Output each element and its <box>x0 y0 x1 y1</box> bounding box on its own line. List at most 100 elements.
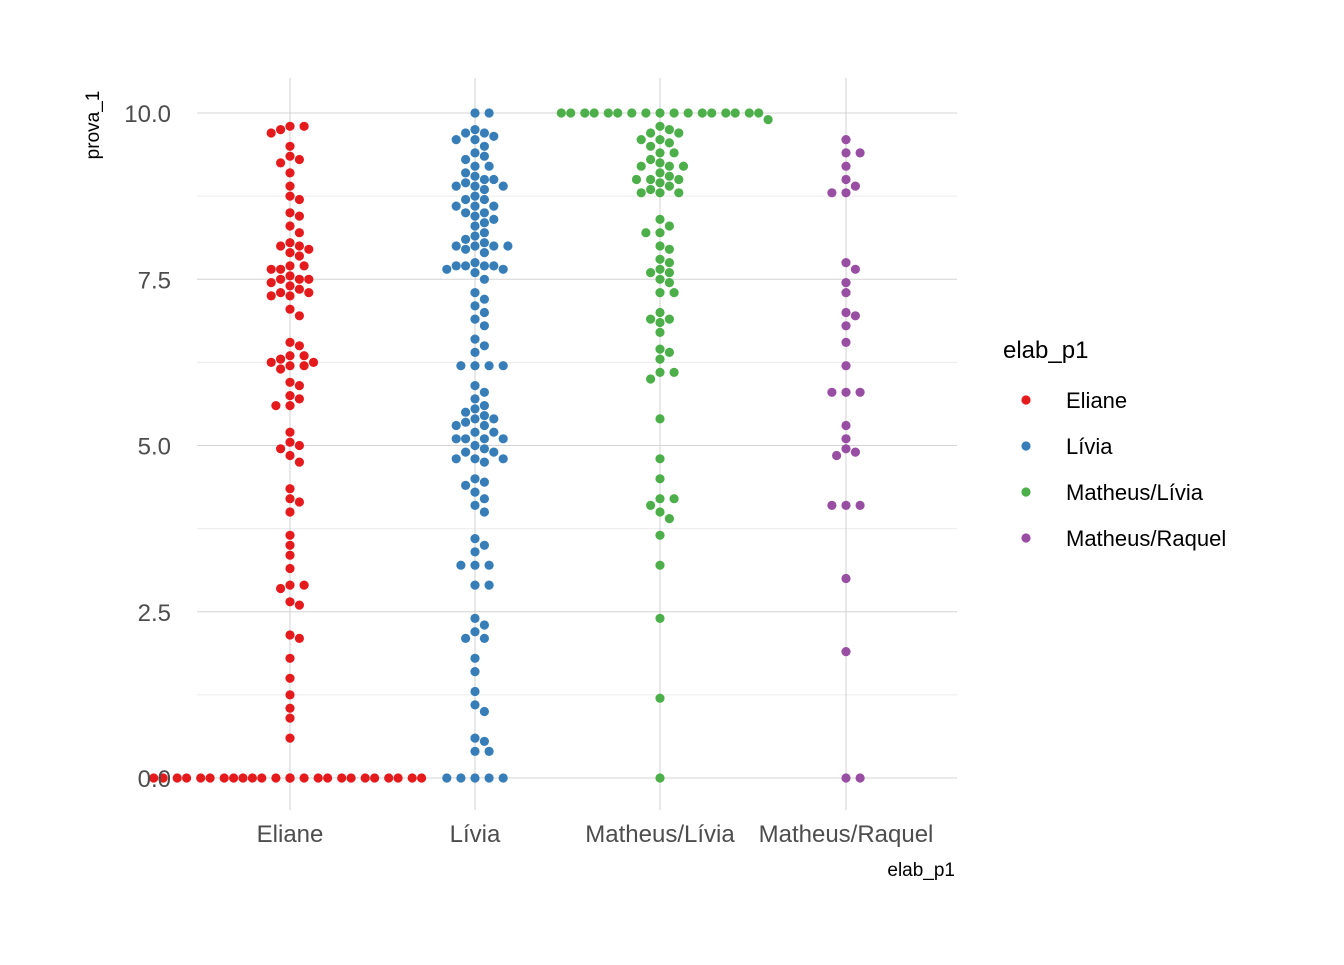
data-point <box>479 620 489 630</box>
data-point <box>407 773 417 783</box>
data-point <box>313 773 323 783</box>
x-tick-label: Matheus/Raquel <box>759 821 934 848</box>
data-point <box>841 188 851 198</box>
data-point <box>393 773 403 783</box>
y-tick-label: 0.0 <box>138 766 171 793</box>
data-point <box>285 563 295 574</box>
legend-label: Matheus/Lívia <box>1066 480 1204 505</box>
y-axis-title: prova_1 <box>83 91 104 160</box>
data-point <box>294 311 304 321</box>
data-point <box>841 288 851 298</box>
data-point <box>229 773 239 783</box>
data-point <box>442 773 452 783</box>
data-point <box>646 314 656 324</box>
data-point <box>285 248 295 258</box>
data-point <box>669 494 679 504</box>
data-point <box>479 540 489 550</box>
data-point <box>589 108 599 118</box>
data-point <box>655 228 665 238</box>
data-point <box>196 773 206 783</box>
data-point <box>664 221 675 231</box>
data-point <box>285 713 295 723</box>
data-point <box>461 407 471 417</box>
data-point <box>276 264 286 274</box>
data-point <box>655 474 665 484</box>
data-point <box>451 420 461 431</box>
data-point <box>841 148 851 158</box>
data-point <box>655 254 665 264</box>
data-point <box>641 228 651 238</box>
y-tick-label: 10.0 <box>124 101 171 128</box>
data-point <box>304 288 314 298</box>
data-point <box>503 241 513 251</box>
data-point <box>360 773 370 783</box>
data-point <box>489 414 499 424</box>
data-point <box>636 135 646 145</box>
data-point <box>855 387 865 397</box>
data-point <box>655 693 665 703</box>
data-point <box>276 288 286 298</box>
data-point <box>627 108 637 118</box>
data-point <box>470 474 480 484</box>
data-point <box>294 154 304 165</box>
data-point <box>470 414 480 424</box>
data-point <box>285 630 295 640</box>
data-point <box>276 583 286 594</box>
data-point <box>451 241 461 251</box>
data-point <box>182 773 192 783</box>
data-point <box>337 773 347 783</box>
data-point <box>266 128 276 138</box>
data-point <box>479 341 489 351</box>
data-point <box>841 773 851 783</box>
legend-key <box>1021 395 1031 405</box>
data-point <box>285 141 295 151</box>
data-point <box>498 181 508 191</box>
data-point <box>664 268 675 278</box>
data-point <box>470 191 480 201</box>
data-point <box>285 550 295 560</box>
data-point <box>461 633 471 644</box>
data-point <box>479 321 489 331</box>
data-point <box>683 108 693 118</box>
data-point <box>479 141 489 151</box>
data-point <box>470 314 480 324</box>
data-point <box>299 773 309 783</box>
data-point <box>841 337 851 347</box>
data-point <box>841 258 851 268</box>
data-point <box>470 258 480 268</box>
data-point <box>294 284 304 294</box>
data-point <box>479 248 489 258</box>
data-point <box>674 128 684 138</box>
data-point <box>850 181 861 191</box>
data-point <box>664 181 675 191</box>
data-point <box>674 188 684 198</box>
data-point <box>266 291 276 301</box>
data-point <box>299 261 309 271</box>
data-point <box>479 184 489 195</box>
data-point <box>285 653 295 663</box>
y-tick-label: 5.0 <box>138 434 171 461</box>
data-point <box>646 184 656 195</box>
data-point <box>655 214 665 224</box>
data-point <box>461 194 471 205</box>
data-point <box>470 288 480 298</box>
data-point <box>470 440 480 451</box>
data-point <box>304 274 314 284</box>
data-point <box>841 387 851 397</box>
data-point <box>763 115 773 125</box>
data-point <box>247 773 257 783</box>
data-point <box>294 497 304 507</box>
data-point <box>470 454 480 464</box>
data-point <box>456 773 466 783</box>
data-point <box>470 394 480 404</box>
data-point <box>285 597 295 607</box>
data-point <box>479 387 489 397</box>
data-point <box>655 560 665 570</box>
data-point <box>299 351 309 361</box>
data-point <box>285 191 295 201</box>
data-point <box>484 161 494 171</box>
data-point <box>285 450 295 461</box>
data-point <box>276 274 286 284</box>
data-point <box>664 278 675 288</box>
